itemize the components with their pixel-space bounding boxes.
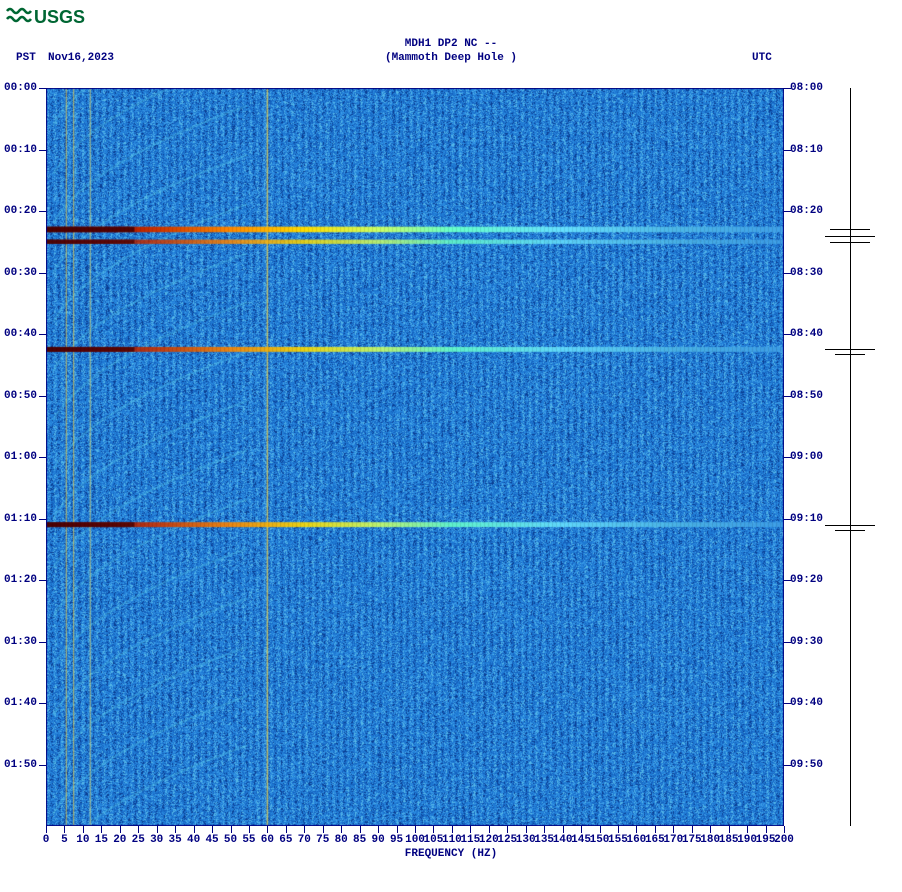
x-tick: 35 bbox=[169, 834, 182, 846]
title-line-1: MDH1 DP2 NC -- bbox=[0, 38, 902, 50]
x-tick: 30 bbox=[150, 834, 163, 846]
x-tick: 115 bbox=[460, 834, 480, 846]
x-tick: 100 bbox=[405, 834, 425, 846]
y-tick-right: 08:00 bbox=[790, 82, 823, 94]
x-tick: 45 bbox=[205, 834, 218, 846]
x-tick: 95 bbox=[390, 834, 403, 846]
x-tick: 70 bbox=[298, 834, 311, 846]
x-tick: 20 bbox=[113, 834, 126, 846]
x-tick: 105 bbox=[424, 834, 444, 846]
x-tick: 195 bbox=[756, 834, 776, 846]
x-tick: 160 bbox=[626, 834, 646, 846]
y-tick-right: 08:20 bbox=[790, 205, 823, 217]
y-tick-left: 01:30 bbox=[4, 636, 37, 648]
y-tick-right: 08:10 bbox=[790, 144, 823, 156]
x-tick: 40 bbox=[187, 834, 200, 846]
x-tick: 50 bbox=[224, 834, 237, 846]
y-tick-right: 09:50 bbox=[790, 759, 823, 771]
x-tick: 185 bbox=[719, 834, 739, 846]
usgs-logo: USGS bbox=[6, 6, 85, 28]
y-tick-left: 01:50 bbox=[4, 759, 37, 771]
x-tick: 190 bbox=[737, 834, 757, 846]
y-tick-left: 01:40 bbox=[4, 697, 37, 709]
header-left-tz: PST bbox=[16, 52, 36, 64]
x-tick: 175 bbox=[682, 834, 702, 846]
y-tick-right: 08:30 bbox=[790, 267, 823, 279]
y-tick-right: 08:40 bbox=[790, 328, 823, 340]
x-tick: 90 bbox=[371, 834, 384, 846]
y-tick-left: 01:10 bbox=[4, 513, 37, 525]
y-tick-left: 00:00 bbox=[4, 82, 37, 94]
x-tick: 110 bbox=[442, 834, 462, 846]
x-tick: 140 bbox=[553, 834, 573, 846]
y-tick-left: 01:20 bbox=[4, 574, 37, 586]
y-tick-right: 09:30 bbox=[790, 636, 823, 648]
header-date: Nov16,2023 bbox=[48, 52, 114, 64]
usgs-wave-icon bbox=[6, 6, 32, 28]
y-tick-left: 00:50 bbox=[4, 390, 37, 402]
x-tick: 25 bbox=[132, 834, 145, 846]
y-tick-right: 09:40 bbox=[790, 697, 823, 709]
x-tick: 65 bbox=[279, 834, 292, 846]
x-tick: 130 bbox=[516, 834, 536, 846]
x-tick: 150 bbox=[590, 834, 610, 846]
y-tick-right: 09:20 bbox=[790, 574, 823, 586]
header-right-tz: UTC bbox=[752, 52, 772, 64]
x-tick: 15 bbox=[95, 834, 108, 846]
x-tick: 200 bbox=[774, 834, 794, 846]
y-tick-right: 08:50 bbox=[790, 390, 823, 402]
y-tick-left: 00:20 bbox=[4, 205, 37, 217]
y-tick-right: 09:10 bbox=[790, 513, 823, 525]
x-tick: 5 bbox=[61, 834, 68, 846]
x-tick: 135 bbox=[534, 834, 554, 846]
y-tick-left: 01:00 bbox=[4, 451, 37, 463]
y-tick-left: 00:40 bbox=[4, 328, 37, 340]
x-tick: 145 bbox=[571, 834, 591, 846]
y-tick-right: 09:00 bbox=[790, 451, 823, 463]
x-tick: 155 bbox=[608, 834, 628, 846]
x-tick: 60 bbox=[261, 834, 274, 846]
x-tick: 180 bbox=[700, 834, 720, 846]
usgs-text: USGS bbox=[34, 7, 85, 28]
spectrogram-canvas bbox=[46, 88, 784, 826]
x-tick: 165 bbox=[645, 834, 665, 846]
x-axis-label: FREQUENCY (HZ) bbox=[0, 848, 902, 860]
spectrogram-plot bbox=[46, 88, 784, 826]
x-tick: 55 bbox=[242, 834, 255, 846]
y-tick-left: 00:10 bbox=[4, 144, 37, 156]
x-tick: 0 bbox=[43, 834, 50, 846]
x-tick: 10 bbox=[76, 834, 89, 846]
x-tick: 170 bbox=[663, 834, 683, 846]
x-tick: 120 bbox=[479, 834, 499, 846]
x-tick: 80 bbox=[335, 834, 348, 846]
y-tick-left: 00:30 bbox=[4, 267, 37, 279]
x-tick: 85 bbox=[353, 834, 366, 846]
x-tick: 75 bbox=[316, 834, 329, 846]
x-tick: 125 bbox=[497, 834, 517, 846]
